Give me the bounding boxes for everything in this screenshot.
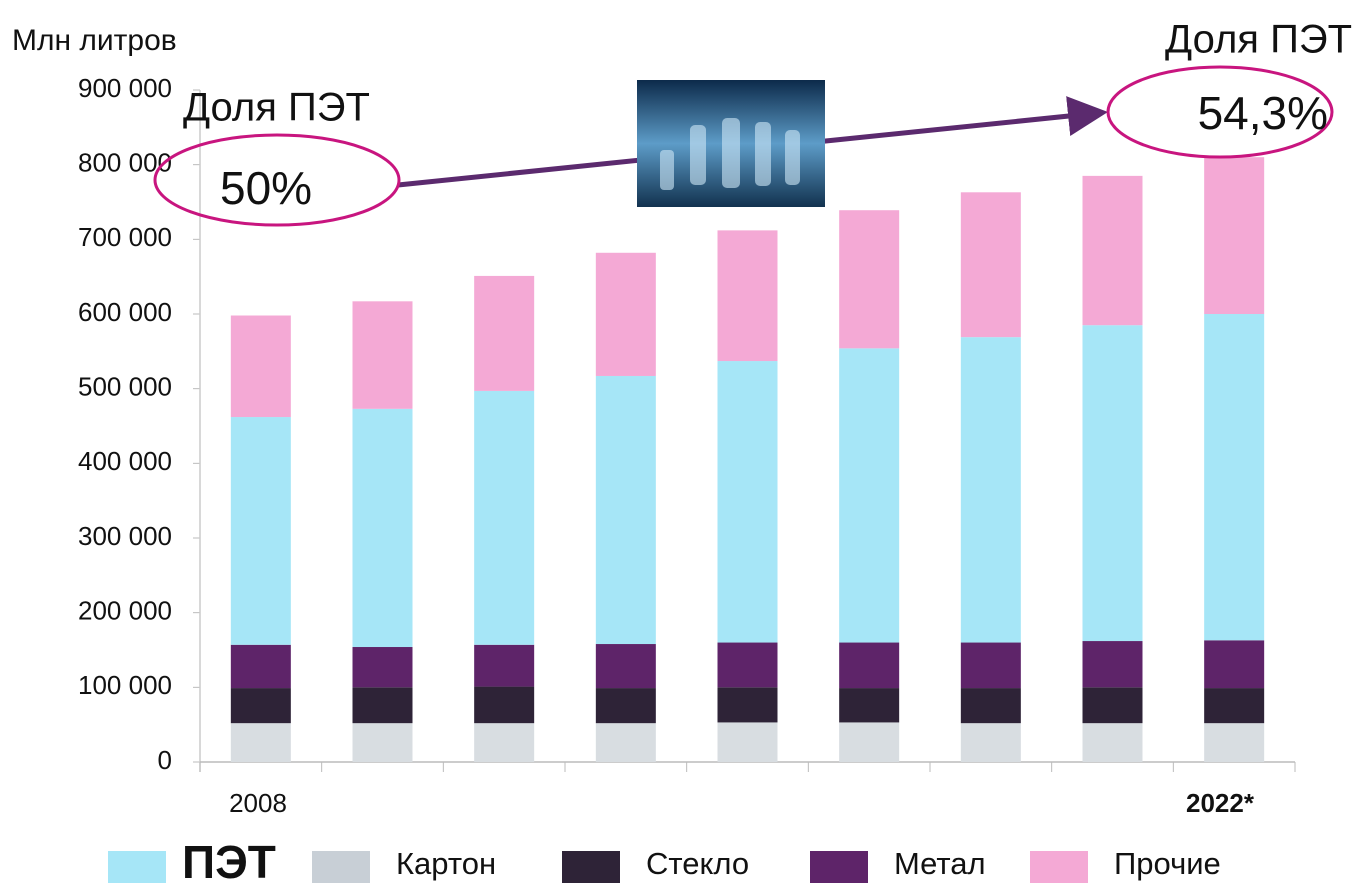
legend-label: Метал xyxy=(894,846,986,881)
bar-segment xyxy=(718,361,778,642)
y-tick-label: 400 000 xyxy=(78,446,172,476)
bar-segment xyxy=(474,723,534,762)
bar-segment xyxy=(1204,157,1264,314)
bar-segment xyxy=(1204,688,1264,723)
bar-segment xyxy=(961,643,1021,689)
x-tick-label: 2022* xyxy=(1186,788,1255,818)
bar-segment xyxy=(1083,687,1143,723)
bar-segment xyxy=(353,301,413,409)
y-tick-label: 500 000 xyxy=(78,372,172,402)
bar-segment xyxy=(1083,641,1143,687)
bar-segment xyxy=(961,337,1021,642)
bar-segment xyxy=(596,723,656,762)
bar-segment xyxy=(353,687,413,723)
bar-segment xyxy=(596,253,656,376)
y-tick-label: 600 000 xyxy=(78,297,172,327)
bar-segment xyxy=(961,688,1021,723)
bar-segment xyxy=(231,315,291,417)
y-tick-label: 0 xyxy=(158,745,172,775)
bar-segment xyxy=(718,722,778,762)
bar-segment xyxy=(353,723,413,762)
y-tick-label: 900 000 xyxy=(78,73,172,103)
bar-segment xyxy=(718,687,778,722)
bar-segment xyxy=(961,192,1021,337)
annotation: Доля ПЭТ xyxy=(1165,18,1352,62)
bar-segment xyxy=(474,276,534,391)
y-tick-label: 700 000 xyxy=(78,222,172,252)
bar-segment xyxy=(961,723,1021,762)
bar-segment xyxy=(474,687,534,724)
bar-segment xyxy=(1083,176,1143,325)
bar-segment xyxy=(1083,325,1143,641)
annotation: 50% xyxy=(220,162,312,214)
y-axis-label: Млн литров xyxy=(12,24,177,57)
bar-segment xyxy=(718,643,778,688)
bar-segment xyxy=(718,230,778,361)
bar-segment xyxy=(1083,723,1143,762)
legend-swatch xyxy=(1030,851,1088,883)
bar-segment xyxy=(839,643,899,689)
bar-segment xyxy=(839,722,899,762)
bar-segment xyxy=(474,645,534,687)
legend-label: Картон xyxy=(396,846,496,881)
annotation: Доля ПЭТ xyxy=(183,86,370,130)
y-tick-label: 200 000 xyxy=(78,596,172,626)
legend-label: Стекло xyxy=(646,846,749,881)
bar-segment xyxy=(839,688,899,722)
bar-segment xyxy=(231,417,291,645)
bar-segment xyxy=(596,644,656,688)
bar-segment xyxy=(1204,314,1264,640)
bar-segment xyxy=(353,647,413,687)
bar-segment xyxy=(231,723,291,762)
bar-segment xyxy=(596,376,656,644)
legend-swatch xyxy=(312,851,370,883)
bar-segment xyxy=(474,391,534,645)
x-tick-label: 2008 xyxy=(229,788,287,818)
bar-segment xyxy=(1204,640,1264,688)
chart: Млн литров 0 100 000 200 000 300 000 400 000… xyxy=(0,0,1364,891)
y-tick-label: 300 000 xyxy=(78,521,172,551)
legend-swatch xyxy=(562,851,620,883)
annotation: 54,3% xyxy=(1198,87,1328,139)
y-tick-label: 100 000 xyxy=(78,670,172,700)
bar-segment xyxy=(231,645,291,688)
bar-segment xyxy=(596,688,656,723)
bar-segment xyxy=(839,210,899,348)
bar-segment xyxy=(839,348,899,642)
legend-swatch xyxy=(108,851,166,883)
legend-label: Прочие xyxy=(1114,846,1221,881)
legend-swatch xyxy=(810,851,868,883)
bar-segment xyxy=(1204,723,1264,762)
bar-segment xyxy=(231,688,291,723)
legend-label: ПЭТ xyxy=(182,836,276,888)
bar-segment xyxy=(353,409,413,647)
